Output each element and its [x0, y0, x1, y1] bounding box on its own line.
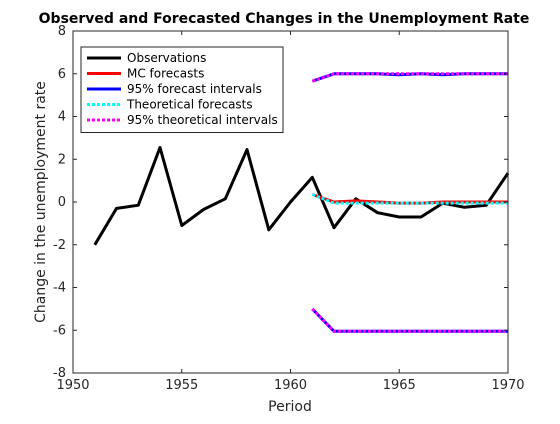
chart-title: Observed and Forecasted Changes in the U…: [39, 11, 530, 27]
x-tick-label: 1955: [165, 378, 198, 393]
y-tick-label: 2: [58, 152, 66, 167]
legend-label-95-forecast-intervals: 95% forecast intervals: [127, 82, 262, 96]
legend-label-95-theoretical-intervals: 95% theoretical intervals: [127, 113, 278, 127]
x-tick-label: 1965: [383, 378, 416, 393]
y-tick-label: 0: [58, 195, 66, 210]
legend-label-observations: Observations: [127, 51, 206, 65]
y-tick-label: -4: [53, 281, 66, 296]
y-tick-label: 8: [58, 24, 66, 39]
series-line-series-6-lower: [311, 307, 508, 333]
y-tick-label: 6: [58, 67, 66, 82]
y-tick-label: -2: [53, 238, 66, 253]
y-axis-title: Change in the unemployment rate: [33, 81, 49, 323]
y-tick-label: 4: [58, 110, 66, 125]
series-layer: [93, 72, 510, 333]
y-tick-label: -8: [53, 366, 66, 381]
x-axis-title: Period: [268, 399, 312, 415]
legend-label-theoretical-forecasts: Theoretical forecasts: [126, 98, 253, 112]
legend-label-mc-forecasts: MC forecasts: [127, 67, 204, 81]
x-tick-label: 1970: [491, 378, 524, 393]
y-tick-label: -6: [53, 323, 66, 338]
x-tick-label: 1950: [56, 378, 89, 393]
series-line-mc-forecasts: [311, 193, 508, 205]
axes-layer: 1950 1955 1960 1965 1970 -8 -6 -4 -2 0 2 4 6 8: [53, 24, 525, 393]
series-line-observations: [93, 146, 510, 246]
x-tick-label: 1960: [274, 378, 307, 393]
series-line-95-forecast-intervals-upper: [311, 72, 508, 83]
